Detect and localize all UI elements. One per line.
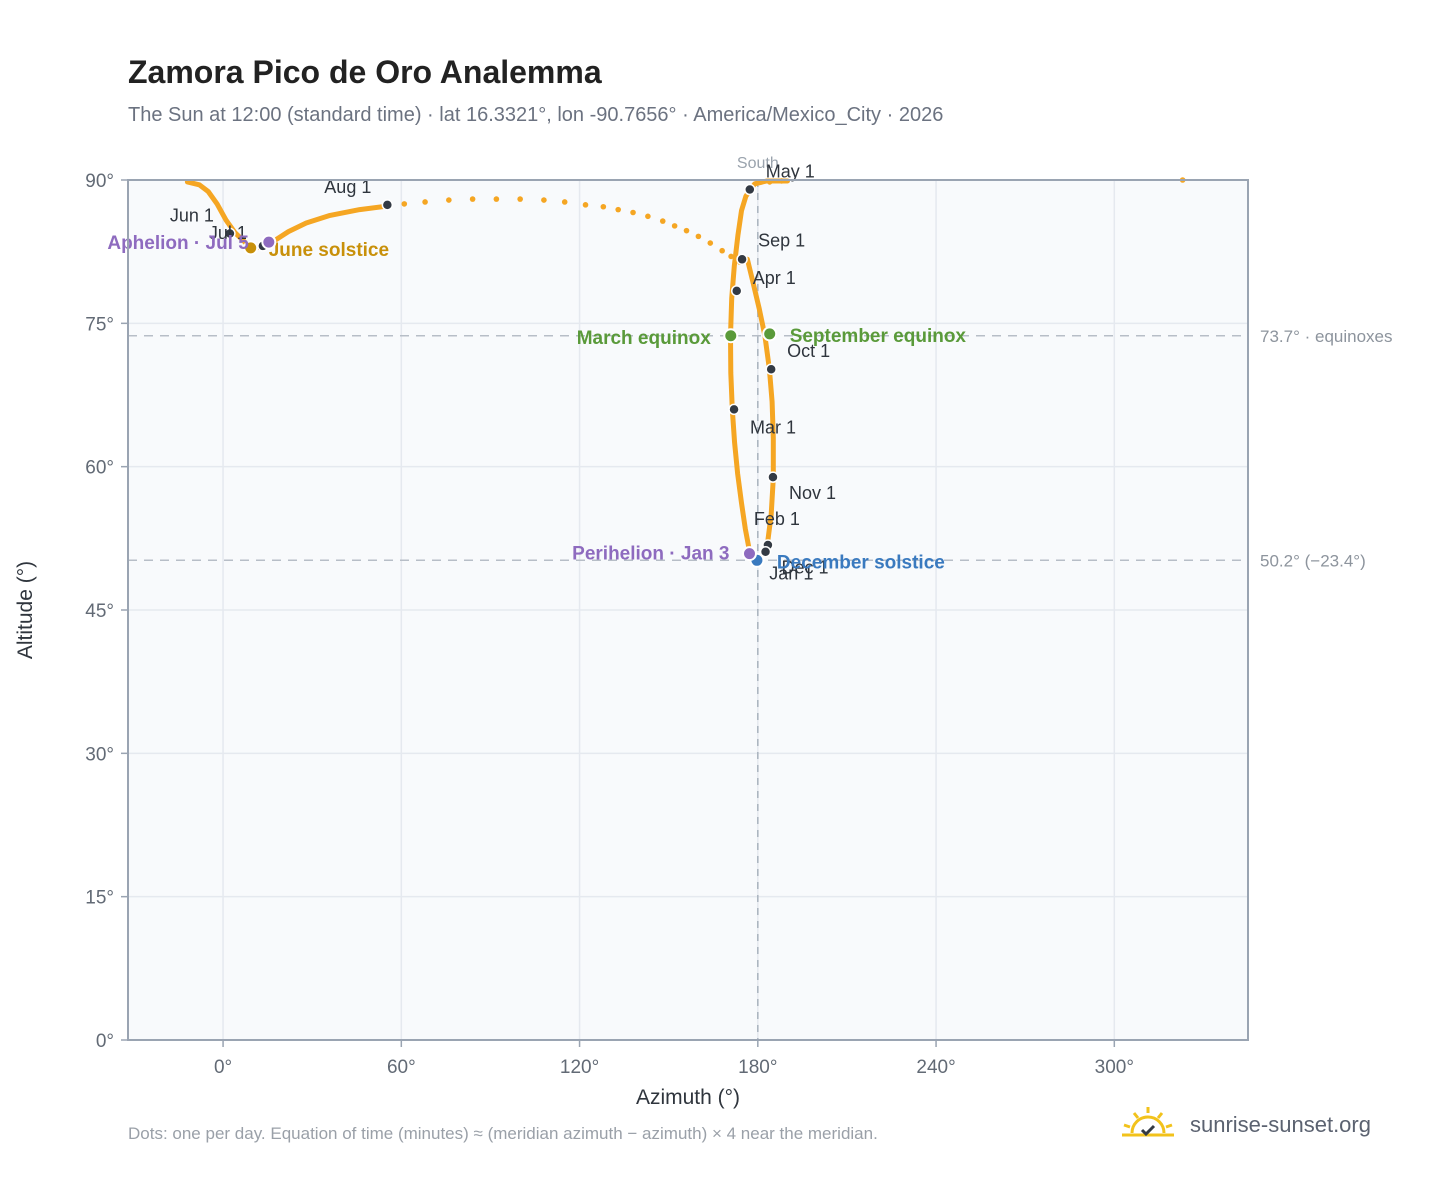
daily-dot [493, 196, 500, 202]
reference-lines: South 73.7° · equinoxes 50.2° (−23.4°) [128, 155, 1393, 1040]
daily-dot [422, 199, 428, 205]
daily-dot [719, 247, 725, 254]
daily-dot [469, 196, 476, 202]
month-marker-dot [728, 403, 740, 416]
event-marker-label: Perihelion · Jan 3 [572, 544, 729, 565]
x-tick-label: 0° [214, 1057, 232, 1078]
month-marker-label: Aug 1 [324, 177, 371, 197]
event-marker-dot [243, 240, 259, 256]
x-tick-label: 180° [738, 1057, 777, 1078]
brand[interactable]: sunrise-sunset.org [1120, 1100, 1371, 1150]
month-marker-label: Mar 1 [750, 417, 796, 437]
month-marker-label: Feb 1 [754, 509, 800, 529]
daily-dot [561, 199, 568, 205]
y-tick-label: 75° [85, 314, 114, 335]
daily-dot [659, 218, 666, 224]
event-markers: March equinox September equinox June solst… [107, 233, 966, 573]
month-marker-dot [736, 253, 748, 266]
month-marker-dot [381, 199, 394, 211]
daily-dot [600, 203, 607, 210]
month-marker-label: Oct 1 [787, 341, 830, 361]
daily-dot [683, 227, 690, 234]
daily-dot [707, 240, 714, 246]
daily-dot [446, 197, 452, 203]
month-marker-label: Jan 1 [769, 563, 813, 583]
event-marker-label: December solstice [777, 552, 945, 573]
month-marker-dot [730, 285, 743, 297]
month-marker-dot [767, 471, 779, 483]
x-tick-label: 240° [916, 1057, 955, 1078]
footnote: Dots: one per day. Equation of time (min… [128, 1124, 878, 1143]
y-tick-label: 90° [85, 171, 114, 192]
y-tick-label: 0° [96, 1031, 114, 1052]
chart-subtitle: The Sun at 12:00 (standard time) · lat 1… [128, 104, 944, 126]
sun-check-icon [1122, 1107, 1174, 1137]
month-marker-label: May 1 [766, 162, 815, 182]
y-axis-label: Altitude (°) [14, 561, 37, 659]
x-tick-label: 300° [1095, 1057, 1134, 1078]
daily-dot [401, 201, 408, 207]
month-marker-label: Jul 1 [209, 223, 247, 243]
y-tick-label: 60° [85, 458, 114, 479]
month-marker-label: Sep 1 [758, 230, 805, 250]
month-marker-dot [765, 363, 777, 375]
y-tick-label: 15° [85, 888, 114, 909]
x-tick-label: 120° [560, 1057, 599, 1078]
event-marker-dot [261, 234, 277, 250]
chart-title: Zamora Pico de Oro Analemma [128, 54, 602, 90]
y-tick-label: 30° [85, 744, 114, 765]
daily-dot [630, 209, 636, 216]
axes: 0° 60° 120° 180° 240° 300° 0° 15° 30° 45° 60° 75° 90… [85, 171, 1134, 1078]
y-tick-label: 45° [85, 601, 114, 622]
month-marker-dot [224, 227, 236, 240]
event-marker-label: March equinox [577, 328, 712, 349]
daily-dot [671, 223, 678, 229]
daily-dot [695, 233, 702, 240]
daily-dot [582, 202, 589, 208]
daily-dot [517, 196, 523, 202]
brand-name[interactable]: sunrise-sunset.org [1190, 1112, 1371, 1137]
month-marker-dot [759, 545, 772, 558]
event-marker-label: Aphelion · Jul 5 [107, 233, 249, 254]
daily-dot [541, 197, 547, 203]
event-marker-dot [741, 546, 757, 562]
event-marker-label: June solstice [269, 240, 389, 261]
daily-dot [645, 213, 651, 220]
month-marker-label: Dec 1 [782, 558, 829, 578]
month-marker-label: Nov 1 [789, 483, 836, 503]
reference-line-label: 73.7° · equinoxes [1260, 327, 1393, 346]
x-tick-label: 60° [387, 1057, 416, 1078]
event-marker-label: September equinox [790, 326, 967, 347]
event-marker-dot [723, 328, 739, 344]
x-axis-label: Azimuth (°) [636, 1086, 740, 1109]
month-marker-label: Apr 1 [753, 268, 796, 288]
meridian-label: South [737, 155, 779, 172]
event-marker-dot [762, 326, 778, 342]
month-marker-dot [744, 183, 756, 196]
daily-dot [615, 206, 621, 213]
reference-line-label: 50.2° (−23.4°) [1260, 551, 1366, 570]
month-marker-label: Jun 1 [170, 206, 214, 226]
daily-dot [728, 253, 734, 260]
